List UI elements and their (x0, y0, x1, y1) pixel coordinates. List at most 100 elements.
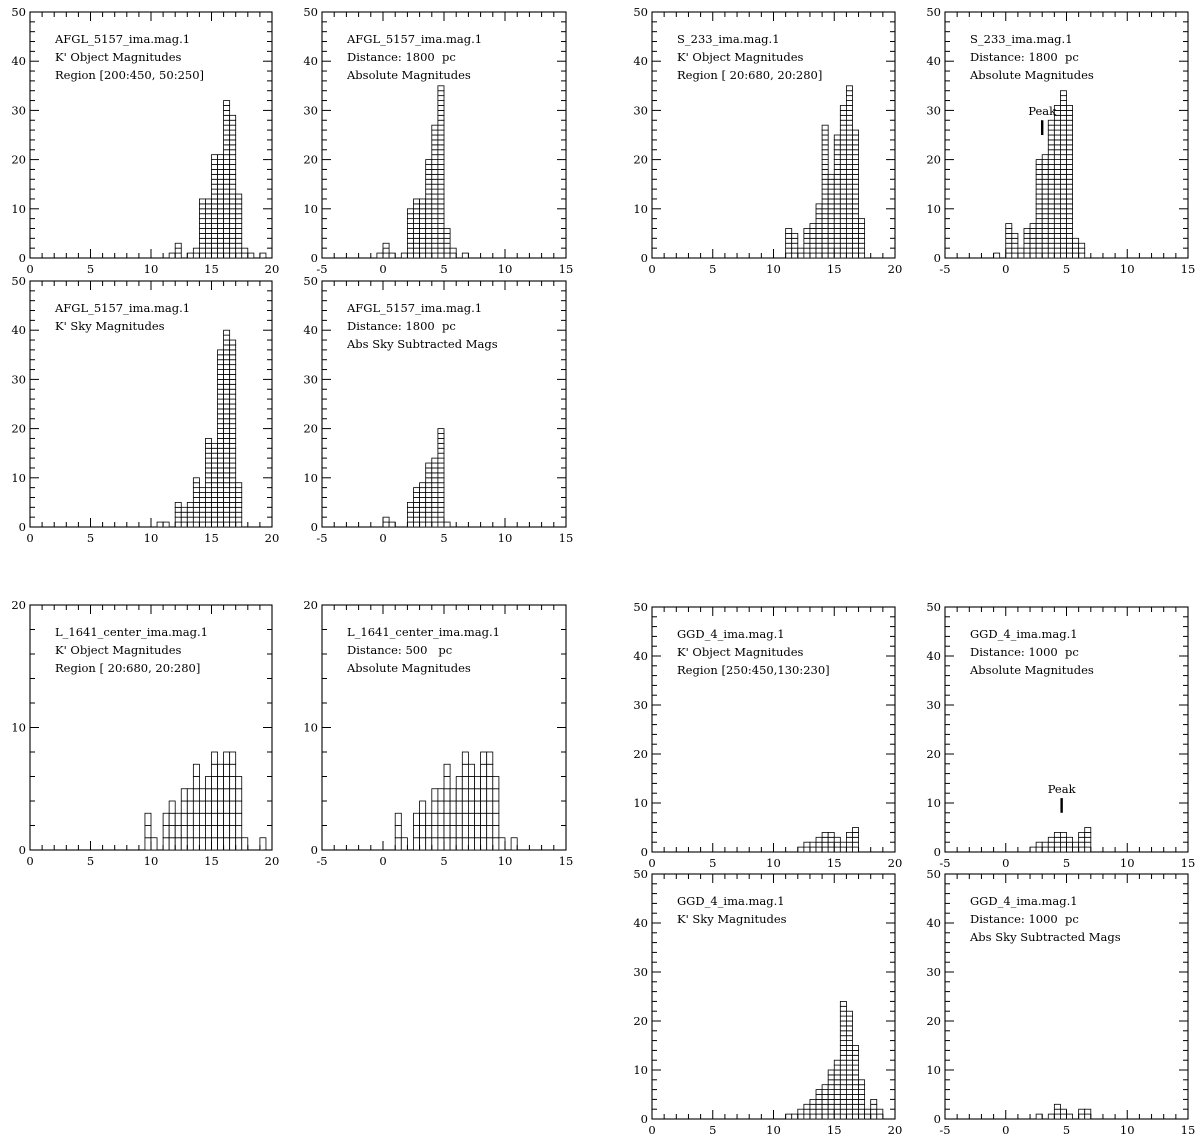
panel-annotation: Region [200:450, 50:250] (55, 68, 204, 82)
x-tick-label: 20 (888, 856, 903, 870)
y-tick-label: 0 (934, 845, 941, 859)
x-tick-label: 5 (709, 1123, 716, 1137)
histogram-bar (192, 763, 200, 851)
panel-annotation: Absolute Magnitudes (969, 663, 1094, 677)
panel-annotation: Region [ 20:680, 20:280] (55, 661, 200, 675)
peak-marker: Peak (1048, 782, 1077, 813)
histogram-bar (229, 114, 237, 259)
x-axis-ticks (29, 605, 273, 850)
x-tick-label: 10 (498, 531, 513, 545)
histogram-bar (809, 841, 817, 853)
y-tick-label: 20 (633, 747, 648, 761)
y-tick-label: 40 (633, 54, 648, 68)
x-tick-label: 5 (1063, 1123, 1070, 1137)
panel-s233-k-object: 0 5 10 15 20 0 10 20 30 40 50 S_233_ima.mag.1 K' Obj… (633, 5, 902, 276)
y-tick-label: 30 (926, 698, 941, 712)
panel-annotation: S_233_ima.mag.1 (970, 32, 1073, 46)
histogram-bar (150, 837, 158, 851)
y-tick-label: 40 (303, 323, 318, 337)
x-tick-label: 10 (144, 854, 159, 868)
panel-annotation: L_1641_center_ima.mag.1 (55, 625, 208, 639)
x-tick-label: 15 (559, 854, 574, 868)
histogram-bar (864, 1108, 872, 1120)
histogram-bar (217, 154, 225, 259)
histogram-bar (229, 339, 237, 528)
y-tick-label: 50 (633, 600, 648, 614)
y-tick-label: 40 (303, 54, 318, 68)
histogram-bar (839, 1001, 847, 1120)
plot-frame (944, 873, 1189, 1120)
histogram-bar (419, 198, 427, 259)
panel-annotation: AFGL_5157_ima.mag.1 (54, 301, 190, 315)
x-axis-ticks (321, 605, 567, 850)
histogram-bar (192, 477, 200, 528)
x-tick-label: 15 (559, 531, 574, 545)
histogram-bar (425, 812, 433, 851)
panel-annotation: Region [250:450,130:230] (677, 663, 830, 677)
histogram-bar (437, 428, 445, 528)
histogram-bar (431, 124, 439, 259)
x-axis-ticks (651, 874, 896, 1119)
x-tick-label: 0 (379, 531, 386, 545)
x-axis-ticks (651, 12, 896, 258)
x-tick-label: 10 (144, 531, 159, 545)
y-tick-label: 0 (934, 1112, 941, 1126)
panel-annotation: K' Sky Magnitudes (677, 912, 787, 926)
histogram-bar (419, 800, 427, 851)
x-tick-label: 15 (559, 262, 574, 276)
histogram-bar (498, 837, 506, 851)
x-tick-label: 15 (827, 1123, 842, 1137)
histogram-bar (1084, 1108, 1092, 1120)
y-tick-label: 30 (303, 103, 318, 117)
histogram-bar (174, 501, 182, 528)
histogram-bar (192, 247, 200, 259)
panel-annotation: AFGL_5157_ima.mag.1 (54, 32, 190, 46)
histogram-bar (833, 1059, 841, 1120)
histogram-bar (833, 836, 841, 853)
x-tick-label: 5 (440, 531, 447, 545)
y-tick-label: 50 (633, 5, 648, 19)
histogram-bar (809, 1099, 817, 1120)
panel-annotation: Distance: 1000 pc (970, 645, 1079, 659)
y-tick-label: 0 (311, 520, 318, 534)
histogram-bar (827, 1069, 835, 1120)
histogram-bar (168, 800, 176, 851)
x-tick-label: 0 (26, 854, 33, 868)
histogram-bar (205, 198, 212, 259)
panel-annotation: K' Object Magnitudes (55, 50, 182, 64)
x-tick-label: 20 (888, 1123, 903, 1137)
x-tick-label: 15 (1181, 262, 1196, 276)
panel-annotation: GGD_4_ima.mag.1 (970, 894, 1078, 908)
y-axis-ticks (30, 604, 272, 851)
histogram-bar (1072, 237, 1080, 259)
histogram-bar (382, 242, 390, 259)
histogram-bar (1078, 242, 1086, 259)
y-tick-label: 0 (19, 251, 26, 265)
histogram-bar (413, 198, 420, 259)
histogram-bar (467, 763, 475, 851)
y-tick-label: 50 (11, 5, 26, 19)
histogram-bar (846, 85, 853, 259)
y-tick-label: 0 (311, 843, 318, 857)
panel-annotation: Distance: 500 pc (347, 643, 452, 657)
histogram-bar (247, 252, 255, 259)
histogram-bar (1053, 1103, 1061, 1120)
x-tick-label: 15 (1181, 856, 1196, 870)
histogram-bar (223, 329, 231, 528)
y-tick-label: 10 (303, 202, 318, 216)
x-tick-label: -5 (939, 1123, 950, 1137)
histogram-bar (797, 247, 805, 259)
y-tick-label: 0 (641, 845, 648, 859)
y-tick-label: 20 (11, 598, 26, 612)
x-tick-label: 10 (1120, 856, 1135, 870)
histogram-bar (413, 487, 420, 528)
histogram-bar (162, 812, 170, 851)
x-tick-label: 5 (440, 262, 447, 276)
panel-afgl-abs: -5 0 5 10 1501020304050AFGL_5157_ima.mag.1Di… (303, 5, 573, 276)
histogram-bar (443, 228, 451, 259)
histogram-bar (217, 763, 225, 851)
y-tick-label: 0 (19, 520, 26, 534)
panel-annotation: GGD_4_ima.mag.1 (970, 627, 1078, 641)
histogram-bar (474, 776, 481, 851)
histogram-bar (870, 1099, 878, 1120)
